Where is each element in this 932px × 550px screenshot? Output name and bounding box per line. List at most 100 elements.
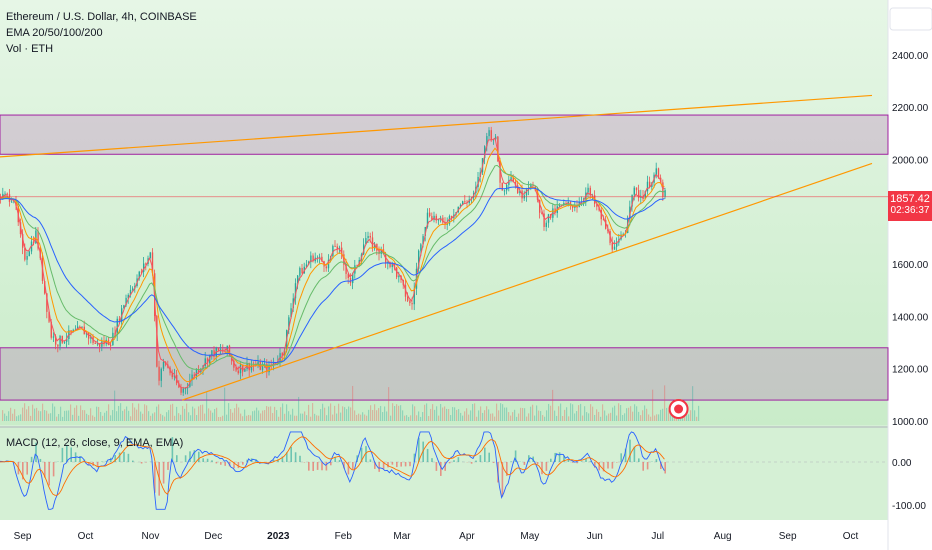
- candle-body: [237, 370, 239, 374]
- volume-bar: [218, 416, 220, 421]
- candle-body: [290, 308, 292, 318]
- volume-bar: [92, 415, 94, 421]
- candle-body: [77, 326, 79, 330]
- volume-bar: [434, 409, 436, 421]
- volume-bar: [610, 412, 612, 421]
- candle-body: [616, 242, 618, 247]
- volume-bar: [308, 404, 310, 421]
- volume-bar: [450, 415, 452, 421]
- macd-histogram-bar: [96, 462, 99, 468]
- candle-body: [664, 190, 666, 197]
- candle-body: [635, 187, 638, 191]
- volume-bar: [452, 407, 454, 421]
- candle-body: [464, 201, 466, 203]
- candle-body: [204, 358, 206, 366]
- volume-bar: [306, 415, 308, 421]
- ema100-line[interactable]: [0, 164, 665, 371]
- volume-bar: [622, 414, 624, 421]
- time-tick-label: Feb: [335, 531, 353, 542]
- volume-bar: [416, 415, 418, 421]
- candle-body: [567, 201, 569, 204]
- zone-rect-0[interactable]: [0, 114, 889, 155]
- volume-bar: [330, 403, 332, 421]
- ema-label[interactable]: EMA 20/50/100/200: [6, 27, 103, 39]
- volume-bar: [652, 389, 654, 421]
- volume-bar: [660, 409, 662, 421]
- volume-bar: [506, 407, 508, 421]
- volume-bar: [572, 404, 574, 421]
- volume-bar: [656, 414, 658, 421]
- volume-bar: [340, 412, 342, 421]
- candle-body: [250, 365, 253, 371]
- macd-histogram-bar: [475, 460, 477, 462]
- volume-bar: [588, 413, 590, 421]
- macd-histogram-bar: [365, 446, 367, 462]
- candle-body: [138, 271, 140, 279]
- candle-body: [15, 200, 17, 207]
- volume-bar: [192, 406, 194, 421]
- macd-signal-line[interactable]: [0, 436, 665, 496]
- volume-bar: [548, 403, 550, 421]
- candle-body: [101, 341, 103, 347]
- macd-histogram-bar: [272, 459, 275, 462]
- trendline-1[interactable]: [182, 162, 873, 401]
- volume-bar: [360, 414, 362, 421]
- macd-histogram-bar: [435, 462, 438, 471]
- volume-bar: [650, 416, 652, 421]
- macd-histogram-bar: [440, 462, 442, 476]
- volume-bar: [2, 410, 4, 421]
- macd-line[interactable]: [0, 431, 665, 510]
- candle-body: [46, 293, 48, 312]
- volume-bar: [526, 416, 528, 421]
- volume-bar: [50, 413, 52, 421]
- volume-bar: [446, 408, 448, 421]
- macd-histogram-bar: [602, 462, 605, 472]
- macd-histogram-bar: [404, 462, 407, 467]
- volume-bar: [694, 410, 696, 421]
- macd-histogram-bar: [453, 460, 455, 462]
- volume-bar: [690, 410, 692, 421]
- volume-bar: [494, 416, 496, 421]
- macd-histogram-bar: [558, 452, 561, 462]
- volume-bar: [552, 389, 554, 421]
- ema200-line[interactable]: [0, 186, 665, 364]
- macd-histogram-bar: [123, 451, 125, 462]
- candle-body: [110, 345, 112, 347]
- zone-rect-1[interactable]: [0, 347, 889, 401]
- candle-body: [633, 187, 635, 195]
- macd-histogram-bar: [281, 456, 284, 462]
- macd-label[interactable]: MACD (12, 26, close, 9, EMA, EMA): [6, 437, 184, 449]
- macd-histogram-bar: [61, 447, 64, 462]
- candle-body: [88, 332, 90, 339]
- volume-bar: [392, 403, 394, 421]
- candle-body: [301, 267, 303, 274]
- volume-bar: [170, 404, 172, 421]
- volume-bar: [448, 409, 450, 421]
- macd-histogram-bar: [563, 455, 565, 462]
- volume-bar: [698, 405, 700, 421]
- volume-bar: [156, 406, 158, 421]
- volume-bar: [94, 416, 96, 421]
- candle-body: [600, 209, 602, 220]
- ema50-line[interactable]: [0, 147, 665, 383]
- candle-body: [222, 349, 224, 352]
- macd-histogram-bar: [523, 462, 526, 465]
- volume-bar: [232, 412, 234, 421]
- macd-histogram-bar: [114, 455, 116, 462]
- candle-body: [149, 252, 151, 259]
- volume-bar: [398, 405, 400, 421]
- volume-bar: [432, 404, 434, 421]
- candle-body: [24, 247, 26, 260]
- candle-body: [418, 250, 420, 269]
- macd-histogram-bar: [325, 462, 328, 471]
- volume-bar: [440, 403, 442, 421]
- macd-histogram-bar: [237, 462, 240, 469]
- volume-bar: [404, 415, 406, 421]
- candle-body: [424, 226, 426, 237]
- volume-label[interactable]: Vol · ETH: [6, 43, 54, 55]
- symbol-label[interactable]: Ethereum / U.S. Dollar, 4h, COINBASE: [6, 11, 197, 23]
- macd-histogram-bar: [607, 462, 609, 469]
- trendline-0[interactable]: [0, 94, 873, 158]
- volume-bar: [426, 403, 428, 421]
